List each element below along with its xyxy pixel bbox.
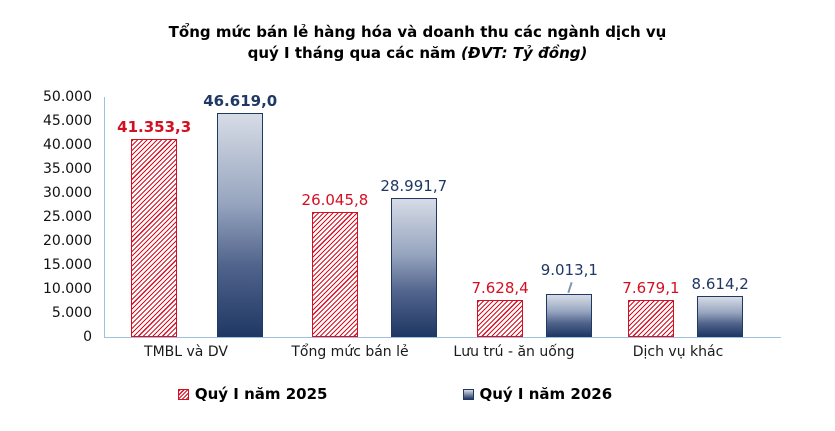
- y-axis: 50.000 45.000 40.000 35.000 30.000 25.000 20.0…: [18, 89, 92, 345]
- legend-label: Quý I năm 2026: [479, 385, 613, 403]
- hatched-bar: [477, 300, 524, 337]
- legend-marker-hatched-icon: [177, 388, 189, 400]
- x-axis-category-label: Tổng mức bán lẻ: [291, 344, 409, 360]
- y-axis-tick-label: 25.000: [43, 209, 92, 225]
- bar-value-label: 8.614,2: [691, 274, 749, 293]
- gradient-bar: [546, 293, 593, 337]
- x-axis-category-label: TMBL và DV: [144, 344, 228, 360]
- bar-wrap: 26.045,8: [301, 97, 369, 337]
- x-axis: TMBL và DV Tổng mức bán lẻ Lưu trú - ăn uố…: [104, 344, 760, 360]
- bar-group: 7.628,4 9.013,1: [471, 97, 598, 337]
- x-axis-category-label: Dịch vụ khác: [632, 344, 724, 360]
- legend-item-2025: Quý I năm 2025: [177, 385, 328, 403]
- y-axis-tick-label: 40.000: [43, 137, 92, 153]
- gradient-bar: [217, 113, 264, 337]
- bar-wrap: 41.353,3: [117, 97, 191, 337]
- y-axis-tick-label: 0: [83, 329, 92, 345]
- y-axis-tick-label: 45.000: [43, 113, 92, 129]
- label-leader-line: [566, 281, 572, 293]
- bar-value-label: 41.353,3: [117, 117, 192, 136]
- bar-group: 26.045,8 28.991,7: [301, 97, 447, 337]
- bar-wrap: 7.679,1: [622, 97, 680, 337]
- legend-item-2026: Quý I năm 2026: [462, 385, 613, 403]
- y-axis-tick-label: 5.000: [51, 305, 92, 321]
- chart-unit-note: (ĐVT: Tỷ đồng): [461, 44, 588, 62]
- bar-wrap: 28.991,7: [380, 97, 447, 337]
- bar-value-label: 7.679,1: [622, 279, 680, 298]
- y-axis-tick-label: 15.000: [43, 257, 92, 273]
- bar-wrap: 7.628,4: [471, 97, 529, 337]
- x-axis-category-label: Lưu trú - ăn uống: [453, 344, 575, 360]
- hatched-bar: [311, 211, 358, 337]
- bar-group: 41.353,3 46.619,0: [117, 93, 277, 337]
- y-axis-tick-label: 20.000: [43, 233, 92, 249]
- bar-value-label: 46.619,0: [203, 92, 278, 111]
- legend-marker-gradient-icon: [462, 388, 474, 400]
- bar-value-label: 26.045,8: [301, 190, 369, 209]
- bar-wrap: 9.013,1: [541, 97, 598, 337]
- bars-row: 41.353,3 46.619,0 26.045,8 28.991,7 7.628,4 9…: [105, 93, 761, 337]
- chart-title-line-1: Tổng mức bán lẻ hàng hóa và doanh thu cá…: [168, 23, 667, 41]
- legend-label: Quý I năm 2025: [194, 385, 328, 403]
- hatched-bar: [627, 300, 674, 337]
- bar-value-label: 28.991,7: [380, 176, 448, 195]
- legend: Quý I năm 2025 Quý I năm 2026: [0, 385, 790, 403]
- gradient-bar: [390, 197, 437, 337]
- y-axis-tick-label: 30.000: [43, 185, 92, 201]
- y-axis-tick-label: 35.000: [43, 161, 92, 177]
- bar-value-label: 7.628,4: [471, 279, 529, 298]
- bar-wrap: 8.614,2: [692, 97, 749, 337]
- plot-area: 41.353,3 46.619,0 26.045,8 28.991,7 7.628,4 9…: [104, 93, 781, 338]
- y-axis-tick-label: 10.000: [43, 281, 92, 297]
- hatched-bar: [131, 138, 178, 337]
- chart-title: Tổng mức bán lẻ hàng hóa và doanh thu cá…: [0, 22, 835, 64]
- bar-group: 7.679,1 8.614,2: [622, 97, 749, 337]
- chart-title-line-2: quý I tháng qua các năm (ĐVT: Tỷ đồng): [247, 44, 588, 62]
- y-axis-tick-label: 50.000: [43, 89, 92, 105]
- gradient-bar: [697, 295, 744, 337]
- bar-value-label: 9.013,1: [540, 260, 598, 279]
- bar-wrap: 46.619,0: [203, 93, 277, 337]
